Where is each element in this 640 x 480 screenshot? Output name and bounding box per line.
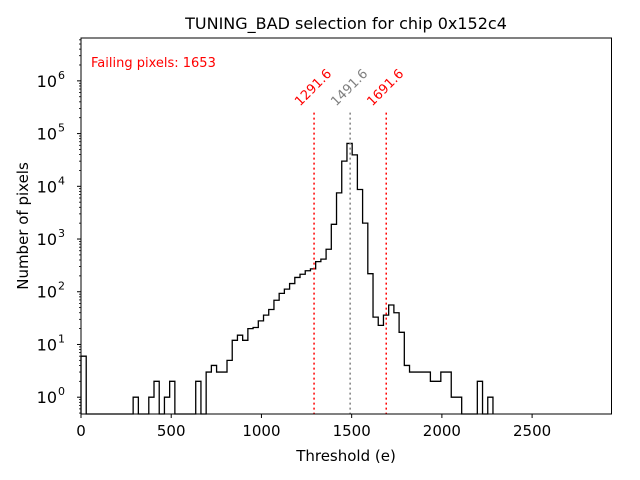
y-tick-label: 10 (37, 177, 57, 196)
histogram-bin (368, 274, 373, 414)
histogram-bin (243, 340, 248, 414)
y-tick-label: 10 (37, 335, 57, 354)
histogram-bin (451, 397, 456, 414)
y-tick-exponent: 0 (58, 385, 65, 398)
x-axis: 0 500 1000 1500 2000 2500 (76, 414, 551, 440)
histogram-bin (170, 381, 175, 414)
histogram-bin (394, 313, 399, 414)
histogram-bin (206, 372, 211, 414)
histogram-bin (456, 397, 461, 414)
y-tick-exponent: 2 (58, 280, 65, 293)
x-tick-label: 2000 (423, 422, 461, 440)
histogram-bin (164, 397, 169, 414)
x-tick-label: 0 (76, 422, 86, 440)
histogram-bin (373, 317, 378, 414)
histogram-bin (420, 372, 425, 414)
histogram-bin (477, 381, 482, 414)
histogram-bin (217, 372, 222, 414)
axes-frame (80, 37, 612, 415)
histogram-bin (404, 365, 409, 414)
histogram-bin (196, 381, 201, 414)
y-tick-label: 10 (37, 388, 57, 407)
histogram-bin (237, 335, 242, 414)
histogram-bin (222, 372, 227, 414)
histogram-bin (133, 397, 138, 414)
y-tick-label: 10 (37, 283, 57, 302)
histogram-bin (446, 372, 451, 414)
y-tick-exponent: 5 (58, 122, 65, 135)
failing-pixels-annotation: Failing pixels: 1653 (91, 56, 216, 71)
histogram-bin (410, 372, 415, 414)
y-tick-label: 10 (37, 230, 57, 249)
histogram-bin (316, 262, 321, 414)
histogram-bin (425, 372, 430, 414)
histogram-bin (279, 293, 284, 414)
y-axis-label: Number of pixels (14, 162, 32, 290)
histogram-bin (352, 155, 357, 414)
x-axis-label: Threshold (e) (295, 447, 396, 465)
histogram-bin (258, 321, 263, 414)
histogram-bin (300, 274, 305, 414)
histogram-bin (363, 223, 368, 414)
histogram-bin (441, 372, 446, 414)
x-tick-label: 2500 (513, 422, 551, 440)
histogram-bin (248, 329, 253, 414)
histogram-bin (154, 381, 159, 414)
histogram-bin (357, 189, 362, 414)
histogram-bin (211, 365, 216, 414)
histogram-bin (149, 397, 154, 414)
histogram-bin (342, 161, 347, 414)
y-tick-exponent: 1 (58, 332, 65, 345)
histogram-bin (274, 300, 279, 414)
histogram-bin (295, 277, 300, 414)
histogram-bin (81, 356, 86, 414)
histogram-bin (337, 193, 342, 414)
histogram-bin (310, 269, 315, 414)
histogram-bin (253, 327, 258, 414)
x-tick-label: 1500 (333, 422, 371, 440)
y-tick-exponent: 3 (58, 227, 65, 240)
histogram-bin (290, 284, 295, 414)
x-tick-label: 1000 (242, 422, 280, 440)
y-tick-label: 10 (37, 72, 57, 91)
histogram-bin (399, 332, 404, 414)
histogram-bin (227, 360, 232, 414)
histogram-bin (321, 259, 326, 414)
chart-title: TUNING_BAD selection for chip 0x152c4 (184, 14, 507, 34)
histogram-bin (232, 340, 237, 414)
histogram-bin (389, 305, 394, 414)
histogram-bin (331, 224, 336, 414)
x-tick-label: 500 (157, 422, 186, 440)
histogram-bin (488, 397, 493, 414)
histogram-bin (305, 271, 310, 414)
histogram-bin (284, 289, 289, 414)
histogram-bin (415, 372, 420, 414)
histogram-bin (269, 310, 274, 414)
histogram-bin (378, 325, 383, 414)
histogram-bin (436, 381, 441, 414)
y-tick-exponent: 4 (58, 174, 65, 187)
histogram-bin (430, 381, 435, 414)
y-tick-label: 10 (37, 125, 57, 144)
histogram-bin (264, 315, 269, 414)
y-tick-exponent: 6 (58, 69, 65, 82)
histogram-bin (326, 249, 331, 414)
